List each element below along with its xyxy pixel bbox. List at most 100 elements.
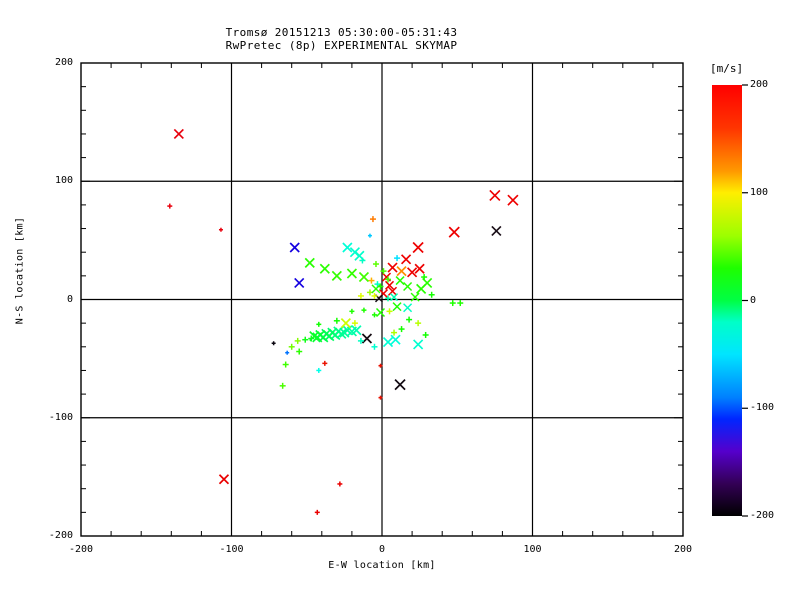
marker-x-stroke	[395, 276, 405, 286]
marker-x-stroke	[346, 268, 358, 279]
marker-x-stroke	[392, 302, 402, 312]
data-point	[428, 291, 435, 298]
data-point	[410, 292, 420, 302]
colorbar-tick-label: 200	[750, 79, 769, 90]
data-point	[385, 276, 392, 283]
y-tick-label: -200	[48, 530, 73, 541]
marker-x-stroke	[312, 332, 323, 343]
colorbar-tick-label: -100	[750, 402, 775, 414]
data-point	[371, 343, 378, 350]
data-point	[312, 332, 323, 343]
grid-lines	[81, 63, 683, 536]
marker-x-stroke	[342, 242, 353, 253]
data-point	[349, 308, 355, 314]
colorbar-tick-label: -200	[750, 510, 775, 521]
data-point	[412, 241, 424, 254]
data-point	[382, 336, 394, 348]
marker-x-stroke	[354, 250, 365, 261]
marker-x-stroke	[294, 277, 305, 289]
data-point	[358, 271, 370, 283]
data-point	[377, 283, 384, 290]
marker-x-stroke	[412, 241, 424, 254]
data-point	[384, 280, 395, 290]
marker-x-stroke	[406, 267, 418, 278]
marker-x-stroke	[384, 280, 395, 290]
x-tick-label: 100	[523, 544, 542, 555]
marker-x-stroke	[388, 286, 398, 296]
x-axis-label: E-W location [km]	[328, 560, 436, 571]
colorbar-unit-label: [m/s]	[710, 62, 744, 75]
data-point	[316, 321, 322, 327]
marker-x-stroke	[173, 128, 184, 140]
data-point	[371, 312, 377, 318]
marker-x-stroke	[396, 266, 407, 277]
data-point	[333, 317, 340, 324]
data-point	[390, 293, 399, 302]
data-point	[378, 395, 383, 400]
marker-x-stroke	[331, 270, 342, 281]
data-point	[375, 307, 386, 318]
marker-x-stroke	[374, 294, 384, 303]
data-point	[413, 339, 424, 350]
data-point	[457, 300, 464, 307]
data-points	[167, 128, 519, 515]
marker-x-stroke	[422, 277, 433, 289]
data-point	[448, 226, 460, 238]
data-point	[403, 303, 413, 313]
data-point	[271, 341, 276, 346]
data-point	[403, 281, 413, 292]
data-point	[385, 295, 392, 302]
y-tick-label: 200	[54, 57, 73, 68]
marker-x-stroke	[414, 263, 425, 274]
data-point	[378, 363, 383, 368]
data-point	[374, 281, 381, 288]
data-point	[507, 194, 519, 206]
marker-x-stroke	[507, 194, 519, 206]
marker-x-stroke	[304, 257, 315, 268]
data-point	[342, 242, 353, 253]
marker-x-stroke	[403, 281, 413, 292]
data-point	[346, 268, 358, 279]
data-point	[173, 128, 184, 140]
data-point	[361, 307, 367, 313]
data-point	[357, 337, 364, 344]
data-point	[387, 262, 398, 273]
data-point	[322, 360, 328, 366]
figure-title: Tromsø 20151213 05:30:00-05:31:43 RwPret…	[0, 26, 683, 52]
marker-x-stroke	[289, 242, 300, 253]
data-point	[279, 382, 286, 389]
y-tick-label: 0	[66, 293, 73, 305]
marker-x-stroke	[319, 263, 330, 274]
data-point	[357, 292, 364, 299]
x-tick-label: 200	[673, 544, 693, 555]
data-point	[396, 266, 407, 277]
data-point	[449, 300, 456, 307]
data-point	[308, 335, 315, 342]
marker-x-stroke	[381, 272, 392, 282]
title-line-1: Tromsø 20151213 05:30:00-05:31:43	[225, 26, 458, 39]
marker-x-stroke	[413, 339, 424, 350]
data-point	[167, 203, 173, 209]
colorbar-gradient-rect	[712, 85, 742, 516]
data-point	[398, 326, 405, 333]
colorbar-tick-label: 100	[750, 186, 769, 198]
data-point	[414, 263, 425, 274]
marker-x-stroke	[394, 379, 406, 391]
data-point	[296, 348, 303, 355]
data-point	[422, 331, 429, 338]
y-tick-label: 100	[54, 175, 73, 187]
data-point	[380, 268, 387, 275]
data-point	[491, 225, 502, 237]
data-point	[288, 343, 295, 350]
marker-x-stroke	[340, 318, 351, 329]
marker-x-stroke	[390, 293, 399, 302]
data-point	[394, 379, 406, 391]
colorbar-ticks	[742, 84, 748, 517]
data-point	[304, 257, 315, 268]
data-point	[319, 263, 330, 274]
marker-x-stroke	[390, 334, 401, 345]
data-point	[289, 242, 300, 253]
marker-x-stroke	[375, 307, 386, 318]
data-point	[369, 216, 376, 223]
